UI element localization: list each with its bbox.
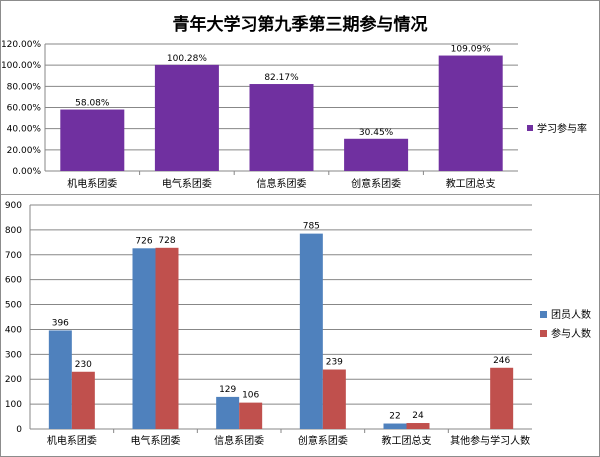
data-label: 100.28%	[167, 54, 207, 64]
y-tick-label: 100.00%	[1, 61, 41, 71]
bar	[216, 396, 240, 429]
category-label: 机电系团委	[67, 177, 117, 190]
y-tick-label: 0.00%	[12, 167, 41, 177]
chart-divider	[1, 194, 599, 195]
data-label: 396	[52, 318, 69, 328]
y-tick-label: 100	[5, 400, 22, 410]
bar	[71, 371, 95, 429]
bar	[132, 248, 156, 429]
legend-label: 团员人数	[551, 308, 591, 321]
bar	[299, 233, 323, 429]
data-label: 24	[412, 411, 424, 421]
legend-label: 学习参与率	[537, 122, 587, 135]
data-label: 82.17%	[264, 73, 299, 83]
category-label: 信息系团委	[257, 177, 307, 190]
y-tick-label: 700	[5, 251, 22, 261]
y-tick-label: 400	[5, 325, 22, 335]
bar	[239, 402, 263, 429]
data-label: 129	[219, 385, 236, 395]
data-label: 246	[493, 356, 510, 366]
legend-swatch	[540, 311, 547, 318]
y-tick-label: 120.00%	[1, 40, 41, 50]
y-tick-label: 40.00%	[7, 125, 42, 135]
data-label: 58.08%	[75, 99, 110, 109]
bar	[344, 138, 409, 171]
data-label: 22	[389, 412, 400, 422]
bar	[154, 64, 219, 171]
y-tick-label: 500	[5, 301, 22, 311]
y-tick-label: 200	[5, 375, 22, 385]
legend-swatch	[527, 125, 533, 131]
data-label: 728	[158, 236, 175, 246]
data-label: 785	[303, 222, 320, 232]
y-tick-label: 80.00%	[7, 82, 42, 92]
data-label: 726	[135, 236, 152, 246]
y-tick-label: 600	[5, 276, 22, 286]
data-label: 109.09%	[451, 45, 491, 55]
category-label: 机电系团委	[47, 434, 97, 447]
participation-rate-chart: 0.00% 20.00% 40.00% 60.00% 80.00% 100.00% 120.…	[1, 40, 587, 190]
category-label: 其他参与学习人数	[450, 434, 530, 447]
category-label: 教工团总支	[382, 434, 432, 447]
y-tick-label: 300	[5, 350, 22, 360]
category-label: 信息系团委	[214, 434, 264, 447]
bar	[490, 367, 514, 429]
y-tick-label: 900	[5, 201, 22, 211]
category-label: 教工团总支	[446, 177, 496, 190]
category-label: 创意系团委	[298, 434, 348, 447]
category-label: 电气系团委	[162, 177, 212, 190]
y-tick-label: 0	[16, 425, 22, 435]
category-label: 电气系团委	[131, 434, 181, 447]
bar	[383, 423, 407, 429]
bar	[60, 109, 125, 171]
page-title: 青年大学习第九季第三期参与情况	[172, 15, 428, 35]
category-label: 创意系团委	[351, 177, 401, 190]
bar	[406, 423, 430, 429]
y-tick-label: 60.00%	[7, 104, 42, 114]
bar	[155, 247, 179, 429]
bar	[438, 55, 503, 171]
data-label: 30.45%	[359, 128, 394, 138]
bar	[48, 330, 72, 429]
data-label: 239	[326, 358, 343, 368]
bar	[322, 369, 346, 429]
legend-swatch	[540, 330, 547, 337]
y-tick-label: 20.00%	[7, 146, 42, 156]
data-label: 106	[242, 391, 259, 401]
bar	[249, 84, 314, 171]
legend-label: 参与人数	[551, 327, 591, 340]
y-tick-label: 800	[5, 226, 22, 236]
data-label: 230	[75, 360, 92, 370]
